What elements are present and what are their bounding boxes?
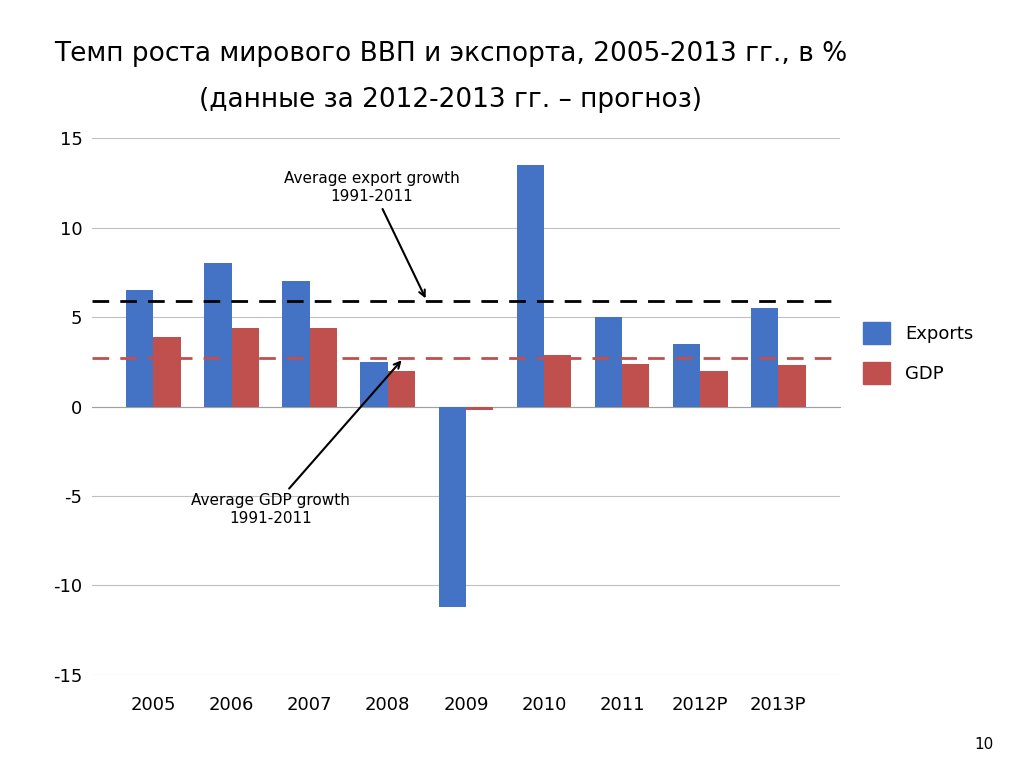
Text: 2011: 2011	[599, 696, 645, 714]
Text: Average GDP growth
1991-2011: Average GDP growth 1991-2011	[191, 362, 400, 526]
Bar	[623, 364, 649, 407]
Text: 2006: 2006	[209, 696, 254, 714]
Bar	[778, 365, 806, 407]
Bar	[309, 328, 337, 407]
Bar	[360, 362, 388, 407]
Bar	[544, 354, 571, 407]
Text: Темп роста мирового ВВП и экспорта, 2005-2013 гг., в %: Темп роста мирового ВВП и экспорта, 2005…	[54, 41, 847, 67]
Bar	[283, 281, 309, 407]
Bar	[517, 165, 544, 407]
Bar	[466, 407, 494, 410]
Text: 2008: 2008	[366, 696, 411, 714]
Text: 2013P: 2013P	[751, 696, 807, 714]
Bar	[231, 328, 259, 407]
Bar	[154, 337, 181, 407]
Bar	[700, 370, 728, 407]
Bar	[751, 308, 778, 407]
Bar	[595, 317, 623, 407]
Text: 2009: 2009	[443, 696, 488, 714]
Text: 10: 10	[974, 736, 993, 752]
Text: (данные за 2012-2013 гг. – прогноз): (данные за 2012-2013 гг. – прогноз)	[199, 87, 702, 113]
Legend: Exports, GDP: Exports, GDP	[856, 314, 980, 391]
Text: 2012P: 2012P	[672, 696, 728, 714]
Text: 2007: 2007	[287, 696, 333, 714]
Text: 2010: 2010	[521, 696, 566, 714]
Bar	[126, 290, 154, 407]
Bar	[204, 263, 231, 407]
Bar	[388, 370, 415, 407]
Bar	[438, 407, 466, 607]
Bar	[673, 344, 700, 407]
Text: Average export growth
1991-2011: Average export growth 1991-2011	[285, 171, 460, 296]
Text: 2005: 2005	[131, 696, 176, 714]
